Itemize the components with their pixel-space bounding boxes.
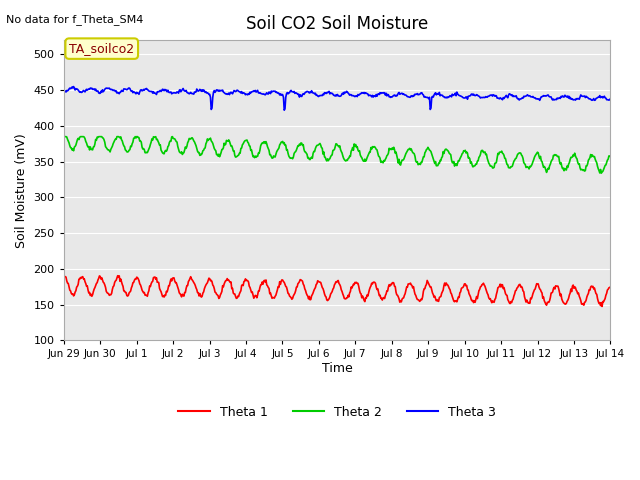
Theta 3 — [182, 87, 190, 93]
Theta 1 — [420, 288, 428, 294]
Theta 3 — [70, 84, 77, 89]
Theta 3 — [421, 94, 429, 99]
Legend: Theta 1, Theta 2, Theta 3: Theta 1, Theta 2, Theta 3 — [173, 401, 500, 424]
Theta 1 — [607, 284, 614, 290]
Y-axis label: Soil Moisture (mV): Soil Moisture (mV) — [15, 133, 28, 248]
Theta 2 — [598, 170, 605, 176]
Theta 2 — [182, 144, 189, 150]
Theta 2 — [126, 147, 134, 153]
Theta 3 — [127, 87, 134, 93]
Theta 2 — [60, 134, 68, 140]
Theta 2 — [420, 154, 428, 160]
Title: Soil CO2 Soil Moisture: Soil CO2 Soil Moisture — [246, 15, 428, 33]
Theta 3 — [405, 94, 413, 100]
Theta 1 — [126, 289, 134, 295]
Theta 1 — [598, 303, 606, 309]
Line: Theta 1: Theta 1 — [64, 276, 611, 306]
Theta 1 — [211, 286, 218, 291]
Line: Theta 3: Theta 3 — [64, 86, 611, 110]
Theta 1 — [182, 289, 189, 295]
Theta 2 — [211, 145, 218, 151]
Theta 3 — [211, 89, 219, 95]
Theta 3 — [60, 88, 68, 94]
Theta 3 — [280, 108, 288, 113]
Theta 2 — [70, 148, 77, 154]
Theta 3 — [607, 97, 614, 103]
Theta 1 — [60, 273, 68, 278]
Theta 1 — [404, 284, 412, 290]
Theta 1 — [70, 293, 77, 299]
X-axis label: Time: Time — [322, 362, 353, 375]
Theta 2 — [607, 153, 614, 159]
Text: No data for f_Theta_SM4: No data for f_Theta_SM4 — [6, 14, 144, 25]
Line: Theta 2: Theta 2 — [64, 137, 611, 173]
Text: TA_soilco2: TA_soilco2 — [69, 42, 134, 55]
Theta 3 — [70, 85, 78, 91]
Theta 2 — [404, 148, 412, 154]
